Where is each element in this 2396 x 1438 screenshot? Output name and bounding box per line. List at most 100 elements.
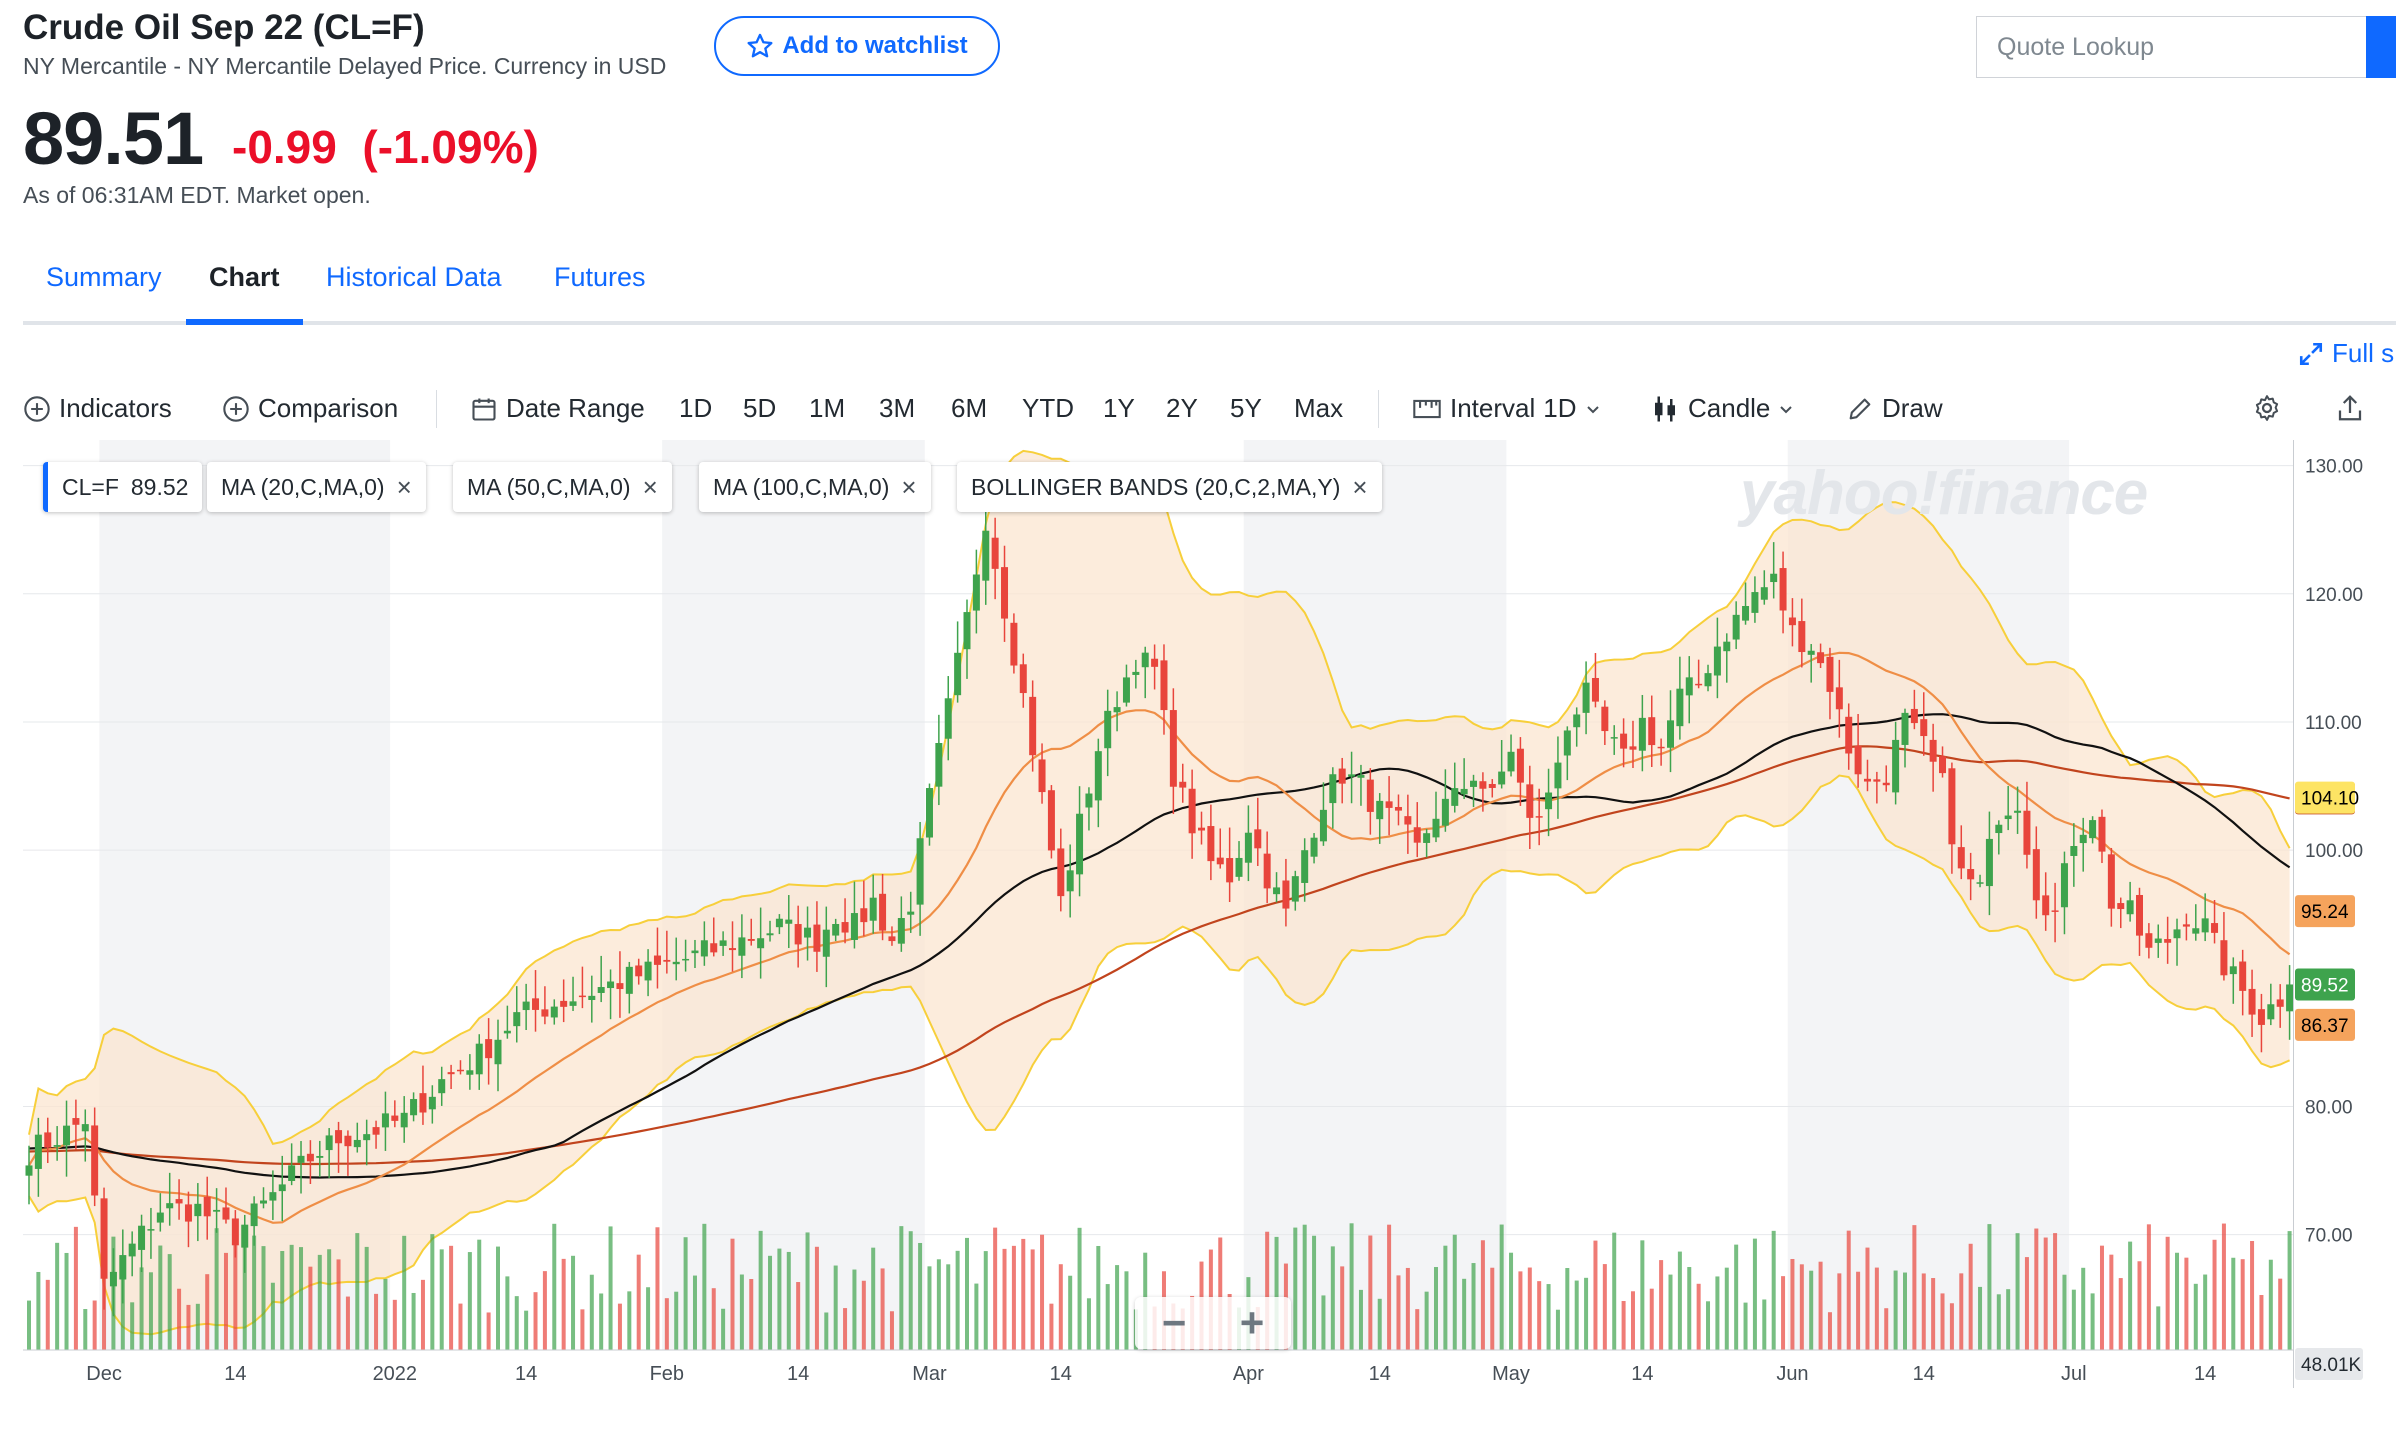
study-chip-bollinger[interactable]: BOLLINGER BANDS (20,C,2,MA,Y) × — [957, 462, 1382, 512]
range-1m[interactable]: 1M — [809, 393, 846, 423]
candle-body — [166, 1203, 174, 1209]
candle-body — [91, 1125, 99, 1196]
range-max[interactable]: Max — [1294, 393, 1344, 423]
chart-type-label: Candle — [1688, 393, 1771, 423]
candle-body — [2201, 918, 2209, 933]
candle-body — [1601, 706, 1609, 732]
volume-bar — [430, 1234, 435, 1350]
volume-bar — [1565, 1268, 1570, 1350]
active-tab-indicator — [186, 319, 303, 325]
tab-futures[interactable]: Futures — [554, 262, 646, 292]
candle-body — [747, 938, 755, 941]
volume-bar — [2259, 1295, 2264, 1350]
volume-bar — [2240, 1259, 2245, 1350]
study-chip-symbol[interactable]: CL=F 89.52 — [43, 462, 203, 512]
candle-body — [766, 933, 774, 936]
volume-bar — [1687, 1267, 1692, 1350]
add-to-watchlist-button[interactable]: Add to watchlist — [714, 16, 1000, 76]
close-icon[interactable]: × — [901, 471, 917, 502]
volume-bar — [1368, 1235, 1373, 1350]
volume-bar — [1293, 1227, 1298, 1350]
price-flag-label: 86.37 — [2301, 1016, 2349, 1037]
volume-bar — [2175, 1252, 2180, 1350]
candle-body — [119, 1255, 127, 1280]
volume-bar — [617, 1303, 622, 1350]
candle-body — [1854, 745, 1862, 775]
volume-bar — [1593, 1240, 1598, 1350]
candle-body — [1620, 733, 1628, 749]
current-price: 89.51 — [23, 97, 204, 180]
share-icon — [2338, 395, 2362, 421]
candle-body — [2014, 810, 2022, 813]
study-label: MA (100,C,MA,0) — [713, 473, 890, 500]
volume-bar — [1978, 1286, 1983, 1350]
quote-lookup-input[interactable] — [1976, 16, 2366, 78]
fullscreen-button[interactable]: Full s — [2298, 338, 2394, 369]
candle-body — [156, 1212, 164, 1223]
volume-bar — [542, 1271, 547, 1350]
candle-body — [213, 1209, 221, 1212]
range-5d[interactable]: 5D — [743, 393, 777, 423]
range-ytd[interactable]: YTD — [1022, 393, 1074, 423]
settings-button[interactable] — [2252, 393, 2282, 423]
candle-body — [81, 1124, 89, 1132]
close-icon[interactable]: × — [1352, 471, 1368, 502]
candle-body — [288, 1165, 296, 1181]
x-axis-tick-label: 2022 — [373, 1363, 418, 1385]
draw-button[interactable]: Draw — [1846, 393, 1943, 424]
volume-bar — [2071, 1289, 2076, 1350]
search-button[interactable] — [2366, 16, 2396, 78]
candle-body — [250, 1203, 258, 1227]
study-chip-ma20[interactable]: MA (20,C,MA,0) × — [207, 462, 426, 512]
close-icon[interactable]: × — [642, 471, 658, 502]
candle-body — [963, 612, 971, 650]
price-chart[interactable]: Dec 14 2022 14 Feb 14 Mar 14 Apr 14 May 14 Jun 14 Jul 1… — [23, 440, 2293, 1388]
close-icon[interactable]: × — [396, 471, 412, 502]
candle-body — [485, 1039, 493, 1059]
chart-type-button[interactable]: Candle — [1650, 393, 1794, 424]
tab-historical-data[interactable]: Historical Data — [326, 262, 502, 292]
comparison-button[interactable]: Comparison — [222, 393, 398, 424]
date-range-button[interactable]: Date Range — [470, 393, 645, 424]
candle-body — [1404, 816, 1412, 825]
study-chip-ma50[interactable]: MA (50,C,MA,0) × — [453, 462, 672, 512]
share-button[interactable] — [2335, 393, 2365, 423]
range-1y[interactable]: 1Y — [1103, 393, 1135, 423]
range-2y[interactable]: 2Y — [1166, 393, 1198, 423]
candle-body — [2173, 929, 2181, 939]
candle-body — [34, 1134, 42, 1169]
candle-body — [269, 1192, 277, 1201]
candle-body — [2257, 1009, 2265, 1025]
range-5y[interactable]: 5Y — [1230, 393, 1262, 423]
candle-body — [1413, 827, 1421, 843]
zoom-out-button[interactable]: − — [1161, 1299, 1187, 1346]
x-axis-tick-label: 14 — [1913, 1363, 1935, 1385]
candle-body — [925, 788, 933, 838]
tab-summary[interactable]: Summary — [46, 262, 162, 292]
zoom-in-button[interactable]: + — [1239, 1299, 1265, 1346]
volume-bar — [927, 1266, 932, 1350]
volume-bar — [1274, 1236, 1279, 1350]
study-chip-ma100[interactable]: MA (100,C,MA,0) × — [699, 462, 931, 512]
volume-bar — [2184, 1257, 2189, 1350]
volume-bar — [345, 1296, 350, 1350]
volume-bar — [946, 1264, 951, 1350]
volume-bar — [993, 1227, 998, 1350]
volume-bar — [1931, 1278, 1936, 1350]
tab-chart[interactable]: Chart — [209, 262, 280, 292]
candle-body — [860, 908, 868, 923]
interval-button[interactable]: Interval 1D — [1412, 393, 1601, 424]
range-1d[interactable]: 1D — [679, 393, 713, 423]
volume-bar — [1434, 1267, 1438, 1350]
range-3m[interactable]: 3M — [879, 393, 916, 423]
candle-body — [1169, 710, 1177, 787]
volume-bar — [1265, 1231, 1270, 1350]
toolbar-divider — [436, 390, 437, 428]
indicators-button[interactable]: Indicators — [23, 393, 172, 424]
candle-body — [494, 1039, 502, 1065]
candle-body — [1676, 688, 1684, 727]
candle-body — [785, 919, 793, 924]
draw-label: Draw — [1882, 393, 1943, 423]
range-6m[interactable]: 6M — [951, 393, 988, 423]
candle-body — [1845, 716, 1853, 754]
